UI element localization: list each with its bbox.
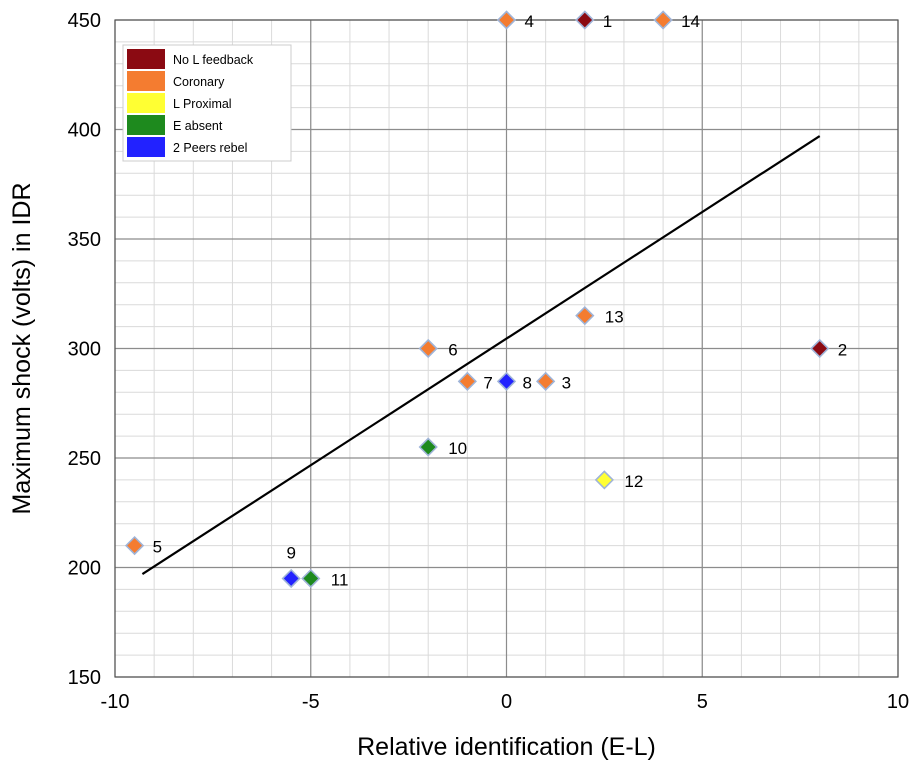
data-label-7: 7 [483, 373, 492, 392]
data-point-3 [536, 371, 556, 391]
trendline [141, 135, 821, 575]
legend-swatch [127, 115, 165, 135]
legend-entry-label: E absent [173, 119, 223, 133]
legend-swatch [127, 93, 165, 113]
x-tick-label: -10 [101, 691, 130, 713]
data-point-1 [575, 10, 595, 30]
x-tick-label: 0 [501, 691, 512, 713]
legend-entry-label: No L feedback [173, 53, 254, 67]
data-label-8: 8 [523, 373, 532, 392]
y-tick-label: 350 [68, 229, 101, 251]
y-tick-labels: 150 200 250 300 350 400 450 [68, 10, 101, 689]
legend: No L feedback Coronary L Proximal E absent 2… [122, 44, 292, 162]
data-label-10: 10 [448, 439, 467, 458]
legend-swatch [127, 71, 165, 91]
data-label-6: 6 [448, 341, 457, 360]
data-label-4: 4 [525, 12, 534, 31]
data-point-14 [653, 10, 673, 30]
legend-swatch [127, 49, 165, 69]
legend-entry-label: L Proximal [173, 97, 232, 111]
y-axis-title: Maximum shock (volts) in IDR [8, 183, 36, 515]
data-point-9 [281, 568, 301, 589]
x-tick-label: 10 [887, 691, 909, 713]
data-label-11: 11 [331, 570, 349, 589]
x-tick-label: 5 [697, 691, 708, 713]
data-label-5: 5 [153, 538, 162, 557]
legend-entry-label: Coronary [173, 75, 225, 89]
trendline-segment [141, 135, 821, 575]
data-point-4 [496, 10, 517, 30]
data-point-13 [575, 306, 595, 326]
x-axis-title: Relative identification (E-L) [357, 733, 656, 761]
y-tick-label: 250 [68, 448, 101, 470]
x-tick-labels: -10 -5 0 5 10 [101, 691, 910, 713]
data-point-7 [457, 371, 477, 391]
data-label-14: 14 [681, 12, 700, 31]
data-point-8 [496, 371, 517, 391]
data-point-10 [418, 437, 438, 457]
data-point-11 [301, 568, 321, 589]
data-point-12 [594, 470, 615, 490]
data-label-2: 2 [838, 341, 847, 360]
data-label-3: 3 [562, 373, 571, 392]
y-tick-label: 150 [68, 667, 101, 689]
data-label-13: 13 [605, 308, 624, 327]
data-label-1: 1 [603, 12, 612, 31]
data-label-9: 9 [286, 543, 295, 562]
x-tick-label: -5 [302, 691, 320, 713]
data-point-6 [418, 338, 438, 359]
legend-entry-label: 2 Peers rebel [173, 141, 247, 155]
legend-swatch [127, 137, 165, 157]
y-tick-label: 450 [68, 10, 101, 32]
y-tick-label: 300 [68, 339, 101, 361]
y-tick-label: 400 [68, 120, 101, 142]
y-tick-label: 200 [68, 558, 101, 580]
data-point-2 [810, 338, 830, 359]
data-label-12: 12 [624, 472, 643, 491]
data-point-5 [124, 535, 145, 556]
